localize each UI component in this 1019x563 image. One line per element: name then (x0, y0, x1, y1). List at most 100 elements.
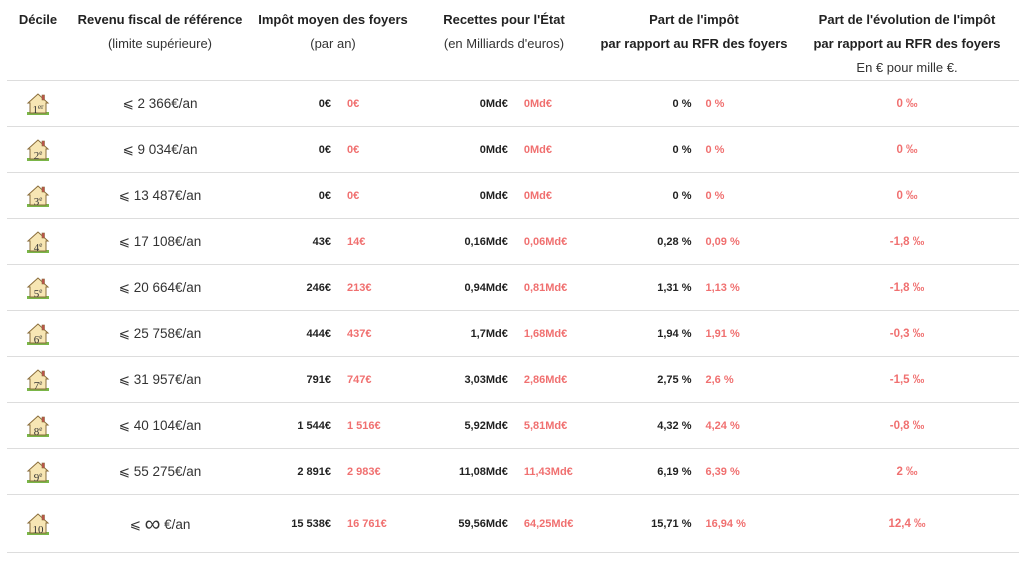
impot-cell: 43€ 14€ (251, 218, 415, 265)
recettes-cell: 0,94Md€ 0,81Md€ (415, 264, 593, 311)
impot-new: 14€ (347, 235, 366, 248)
evol-cell: -1,8 ‰ (795, 218, 1019, 265)
rfr-cell: ⩽ 25 758€/an (69, 310, 251, 357)
evol-cell: 0 ‰ (795, 80, 1019, 127)
header-evol: Part de l'évolution de l'impôt par rappo… (795, 0, 1019, 81)
house-icon: 1er (26, 92, 50, 116)
impot-current: 791€ (306, 373, 331, 386)
table-row: 7e ⩽ 31 957€/an 791€ 747€ 3,03Md€ 2,86Md€ 2,75… (7, 356, 1019, 403)
house-icon: 4e (26, 230, 50, 254)
recettes-current: 1,7Md€ (470, 327, 508, 340)
evol-cell: 0 ‰ (795, 172, 1019, 219)
impot-current: 0€ (318, 143, 331, 156)
header-part: Part de l'impôt par rapport au RFR des f… (593, 0, 795, 81)
part-new: 0 % (705, 189, 725, 202)
decile-cell: 1er (7, 80, 69, 127)
recettes-cell: 0Md€ 0Md€ (415, 172, 593, 219)
impot-current: 444€ (306, 327, 331, 340)
decile-cell: 8e (7, 402, 69, 449)
table-row: 1er ⩽ 2 366€/an 0€ 0€ 0Md€ 0Md€ 0 % 0 % 0 ‰ (7, 80, 1019, 127)
recettes-current: 0Md€ (479, 143, 508, 156)
impot-cell: 15 538€ 16 761€ (251, 494, 415, 553)
recettes-cell: 0Md€ 0Md€ (415, 126, 593, 173)
part-current: 1,31 % (657, 281, 692, 294)
impot-current: 0€ (318, 97, 331, 110)
decile-number: 2e (33, 148, 43, 162)
header-decile: Décile (7, 0, 69, 81)
table-row: 9e ⩽ 55 275€/an 2 891€ 2 983€ 11,08Md€ 11,43M… (7, 448, 1019, 495)
recettes-new: 64,25Md€ (523, 517, 574, 530)
decile-number: 4e (33, 240, 43, 254)
decile-cell: 3e (7, 172, 69, 219)
impot-cell: 2 891€ 2 983€ (251, 448, 415, 495)
decile-cell: 6e (7, 310, 69, 357)
header-evol-sub: par rapport au RFR des foyers (813, 36, 1001, 51)
table-row: 5e ⩽ 20 664€/an 246€ 213€ 0,94Md€ 0,81Md€ 1,31… (7, 264, 1019, 311)
part-current: 0 % (672, 189, 692, 202)
part-current: 4,32 % (657, 419, 692, 432)
house-icon: 3e (26, 184, 50, 208)
part-current: 6,19 % (657, 465, 692, 478)
impot-cell: 0€ 0€ (251, 172, 415, 219)
impot-current: 2 891€ (297, 465, 331, 478)
rfr-cell: ⩽ 2 366€/an (69, 80, 251, 127)
rfr-cell: ⩽ 13 487€/an (69, 172, 251, 219)
evol-cell: 2 ‰ (795, 448, 1019, 495)
part-new: 4,24 % (705, 419, 740, 432)
table-row: 8e ⩽ 40 104€/an 1 544€ 1 516€ 5,92Md€ 5,81Md€… (7, 402, 1019, 449)
decile-number: 5e (33, 286, 43, 300)
part-cell: 4,32 % 4,24 % (593, 402, 795, 449)
decile-number: 7e (33, 378, 43, 392)
recettes-cell: 59,56Md€ 64,25Md€ (415, 494, 593, 553)
recettes-new: 5,81Md€ (523, 419, 568, 432)
part-new: 2,6 % (705, 373, 734, 386)
recettes-current: 5,92Md€ (464, 419, 508, 432)
part-cell: 1,94 % 1,91 % (593, 310, 795, 357)
part-new: 0 % (705, 97, 725, 110)
part-current: 0 % (672, 143, 692, 156)
header-evol-unit: En € pour mille €. (856, 60, 958, 75)
header-part-sub: par rapport au RFR des foyers (600, 36, 788, 51)
part-current: 2,75 % (657, 373, 692, 386)
part-current: 0,28 % (657, 235, 692, 248)
impot-new: 0€ (347, 143, 360, 156)
impot-current: 15 538€ (291, 517, 331, 530)
table-row: 4e ⩽ 17 108€/an 43€ 14€ 0,16Md€ 0,06Md€ 0,28 %… (7, 218, 1019, 265)
decile-number: 1er (32, 102, 44, 116)
decile-number: 3e (33, 194, 43, 208)
header-rfr-sub: (limite supérieure) (107, 36, 213, 51)
recettes-new: 0,06Md€ (523, 235, 568, 248)
part-new: 1,13 % (705, 281, 740, 294)
part-new: 6,39 % (705, 465, 740, 478)
recettes-new: 0Md€ (523, 143, 552, 156)
part-cell: 2,75 % 2,6 % (593, 356, 795, 403)
impot-new: 2 983€ (347, 465, 381, 478)
rfr-cell: ⩽ ∞ €/an (69, 494, 251, 553)
recettes-cell: 0Md€ 0Md€ (415, 80, 593, 127)
house-icon: 5e (26, 276, 50, 300)
impot-new: 437€ (347, 327, 372, 340)
header-impot: Impôt moyen des foyers (par an) (251, 0, 415, 81)
decile-cell: 10 (7, 494, 69, 553)
impot-cell: 0€ 0€ (251, 126, 415, 173)
recettes-new: 1,68Md€ (523, 327, 568, 340)
evol-cell: -0,8 ‰ (795, 402, 1019, 449)
part-new: 1,91 % (705, 327, 740, 340)
rfr-cell: ⩽ 9 034€/an (69, 126, 251, 173)
recettes-cell: 0,16Md€ 0,06Md€ (415, 218, 593, 265)
house-icon: 7e (26, 368, 50, 392)
recettes-current: 11,08Md€ (458, 465, 508, 478)
decile-cell: 4e (7, 218, 69, 265)
house-icon: 6e (26, 322, 50, 346)
recettes-new: 0Md€ (523, 97, 552, 110)
part-cell: 0,28 % 0,09 % (593, 218, 795, 265)
recettes-current: 0,16Md€ (464, 235, 508, 248)
decile-number: 10 (32, 523, 44, 536)
rfr-cell: ⩽ 17 108€/an (69, 218, 251, 265)
impot-current: 0€ (318, 189, 331, 202)
part-cell: 6,19 % 6,39 % (593, 448, 795, 495)
recettes-cell: 11,08Md€ 11,43Md€ (415, 448, 593, 495)
impot-new: 0€ (347, 97, 360, 110)
house-icon: 9e (26, 460, 50, 484)
decile-number: 6e (33, 332, 43, 346)
